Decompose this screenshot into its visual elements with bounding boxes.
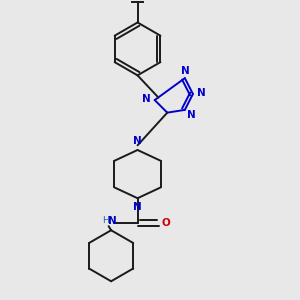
Text: O: O	[162, 218, 170, 228]
Text: N: N	[197, 88, 206, 98]
Text: N: N	[181, 66, 190, 76]
Text: H: H	[102, 216, 109, 225]
Text: N: N	[133, 136, 142, 146]
Text: N: N	[108, 216, 117, 226]
Text: N: N	[142, 94, 150, 103]
Text: N: N	[133, 202, 142, 212]
Text: N: N	[187, 110, 196, 121]
